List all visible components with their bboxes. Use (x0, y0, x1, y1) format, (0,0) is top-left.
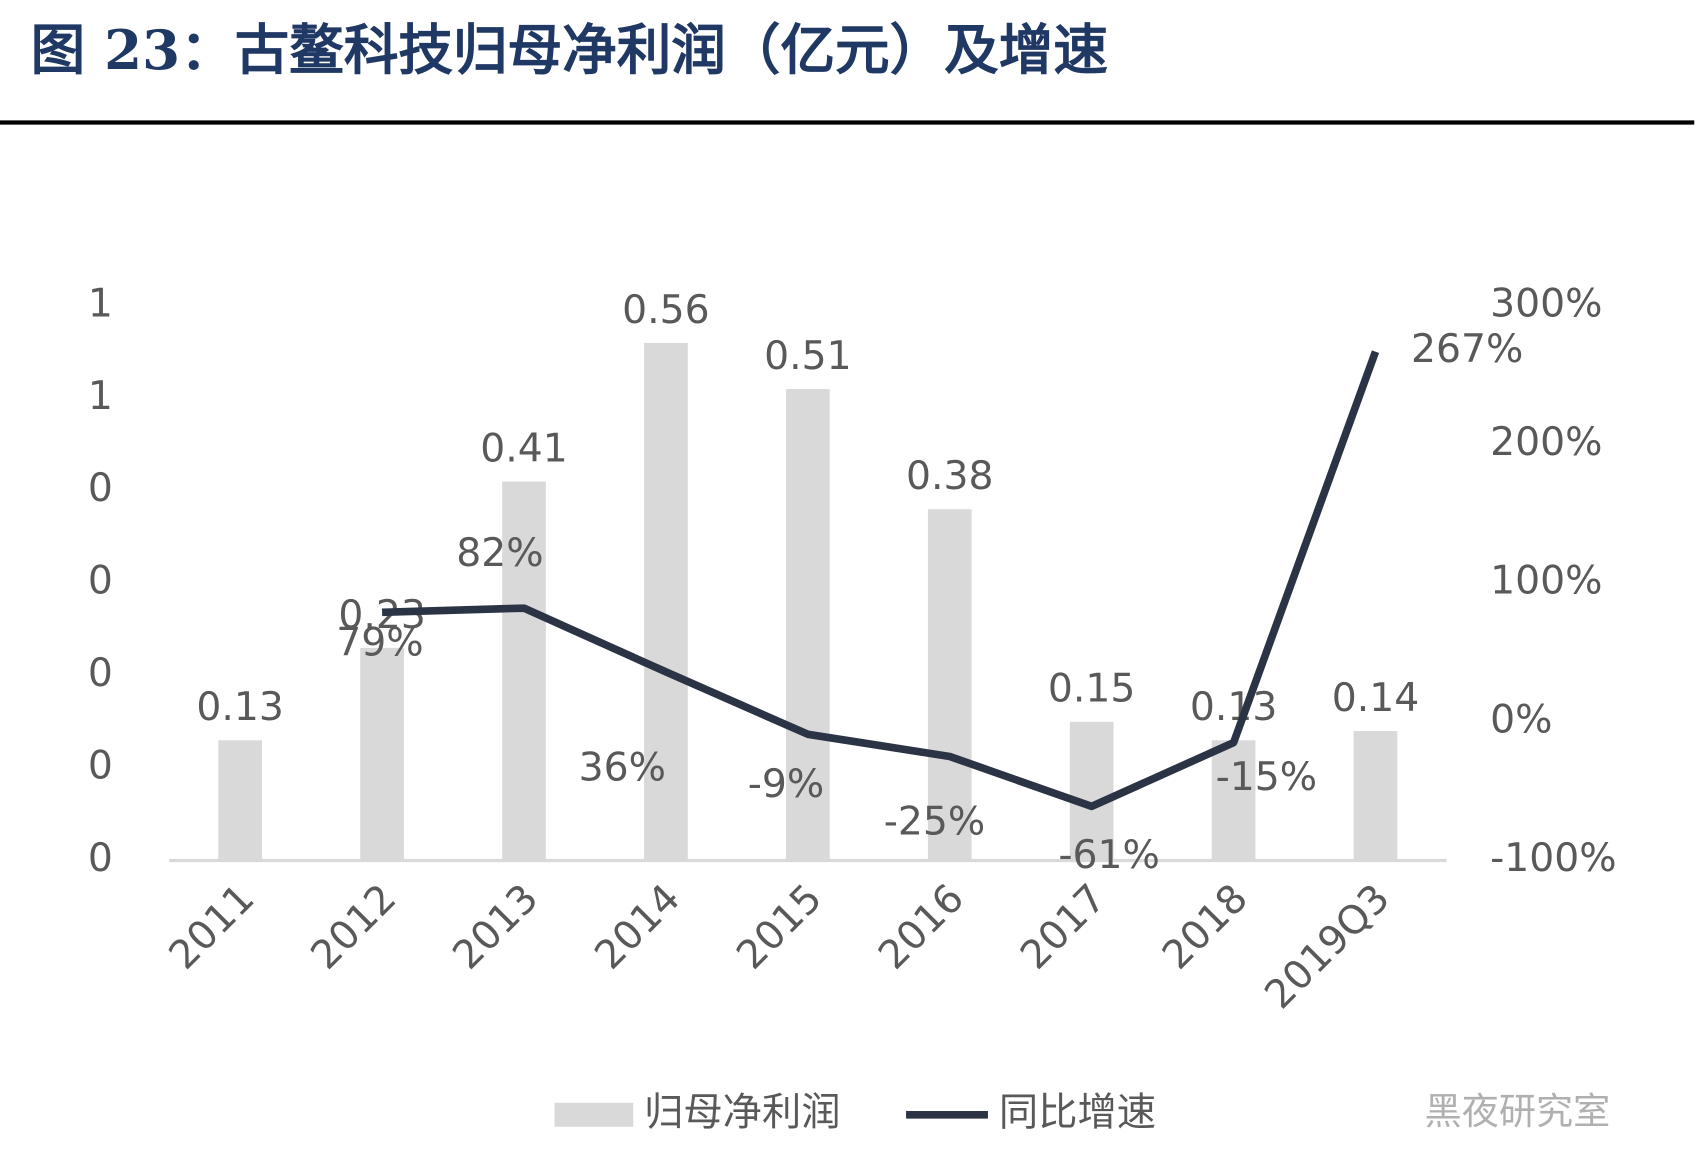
legend-swatch (554, 1102, 634, 1127)
bar-value-label: 0.38 (906, 454, 993, 499)
line-value-label: 36% (579, 746, 666, 791)
bar (1353, 731, 1398, 861)
y2-tick-label: 100% (1490, 559, 1602, 604)
bar (1069, 721, 1114, 861)
y-tick-label: 0 (88, 466, 113, 511)
x-tick-label: 2018 (1154, 876, 1257, 979)
bar (360, 647, 404, 861)
y-tick-label: 0 (88, 559, 113, 604)
bar (1211, 740, 1256, 861)
x-tick-label: 2011 (161, 876, 264, 979)
bar (786, 389, 830, 861)
x-tick-label: 2016 (870, 876, 973, 979)
bar-value-label: 0.13 (196, 685, 284, 730)
chart-title: 图 23：古鳌科技归母净利润（亿元）及增速 (31, 18, 1108, 82)
bar-value-label: 0.41 (480, 426, 567, 471)
y-tick-label: 1 (88, 374, 113, 419)
bar-value-label: 0.56 (622, 288, 710, 333)
x-tick-label: 2012 (303, 876, 406, 979)
x-tick-label: 2013 (445, 876, 548, 979)
x-tick-label: 2015 (729, 876, 832, 979)
bar (218, 740, 262, 861)
y-tick-label: 0 (88, 836, 113, 881)
bar-value-label: 0.13 (1190, 685, 1278, 730)
x-tick-label: 2019Q3 (1257, 876, 1399, 1018)
legend-label: 归母净利润 (644, 1090, 840, 1135)
line-value-label: 267% (1411, 327, 1523, 372)
bar (644, 342, 688, 861)
bar-value-label: 0.15 (1048, 667, 1136, 712)
bar-value-label: 0.23 (338, 593, 426, 638)
y-tick-label: 1 (88, 281, 113, 326)
watermark: 黑夜研究室 (1425, 1090, 1611, 1133)
bar-value-label: 0.51 (764, 334, 852, 379)
bar (502, 481, 546, 861)
line-value-label: -61% (1058, 833, 1160, 878)
line-value-label: -25% (884, 800, 986, 845)
line-value-label: 82% (456, 531, 543, 576)
line-value-label: -15% (1216, 755, 1318, 800)
line-value-label: -9% (748, 762, 825, 807)
bar (927, 509, 972, 861)
y2-tick-label: 300% (1490, 281, 1602, 326)
y2-tick-label: -100% (1490, 836, 1617, 881)
x-tick-label: 2014 (587, 876, 690, 979)
y2-tick-label: 0% (1490, 697, 1552, 742)
y-tick-label: 0 (88, 744, 113, 789)
line (381, 350, 1380, 811)
line-value-label: 79% (336, 621, 423, 666)
legend-label: 同比增速 (999, 1090, 1156, 1135)
y2-tick-label: 200% (1490, 420, 1602, 465)
bar-value-label: 0.14 (1332, 676, 1420, 721)
y-tick-label: 0 (88, 651, 113, 696)
x-tick-label: 2017 (1012, 876, 1115, 979)
